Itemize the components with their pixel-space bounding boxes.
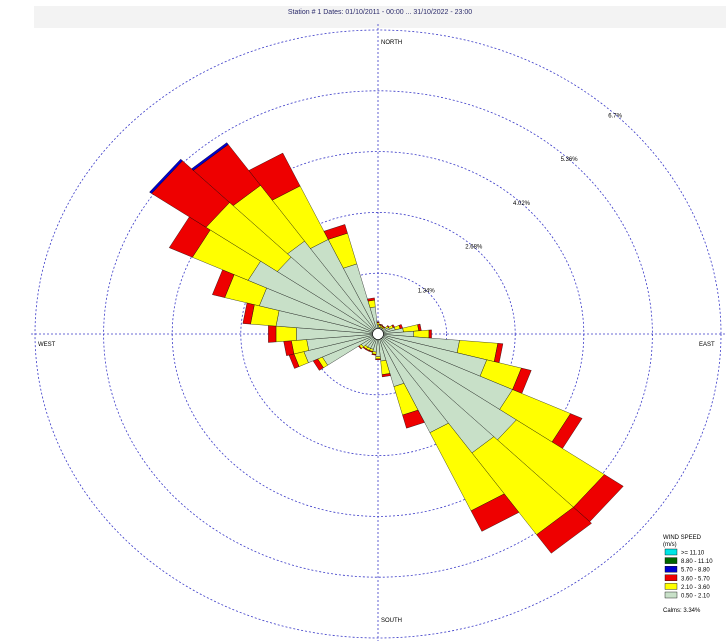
legend-title: WIND SPEED [663, 535, 702, 541]
petal-310-class-4 [149, 158, 183, 194]
ring-label-5: 6.7% [608, 113, 622, 119]
title-bar [34, 6, 726, 28]
legend-label-2: 8.80 - 11.10 [681, 559, 713, 565]
north-label: NORTH [381, 40, 402, 46]
ring-labels: 1.34% 2.68% 4.02% 5.36% 6.7% [418, 113, 623, 294]
legend-calms: Calms: 3.34% [663, 608, 701, 614]
legend-swatch-3 [664, 566, 678, 573]
legend-swatch-2 [664, 557, 678, 564]
legend-label-6: 0.50 - 2.10 [681, 594, 710, 600]
petal-0-class-3 [376, 321, 380, 323]
petal-180-class-2 [375, 356, 381, 360]
ring-label-3: 4.02% [513, 201, 531, 207]
petal-150-class-3 [470, 493, 520, 532]
legend-unit: (m/s) [663, 542, 677, 548]
petal-90-class-3 [428, 329, 432, 339]
south-label: SOUTH [381, 618, 402, 624]
petals [149, 142, 624, 554]
legend-swatch-6 [664, 591, 678, 599]
petal-170-class-3 [381, 373, 391, 378]
east-label: EAST [699, 342, 715, 348]
petal-20-class-3 [380, 324, 384, 326]
legend-swatch-5 [664, 583, 678, 590]
legend-label-5: 2.10 - 3.60 [681, 585, 710, 591]
petal-160-class-3 [402, 409, 425, 429]
petal-190-class-3 [371, 353, 377, 356]
petal-350-class-3 [367, 297, 375, 302]
petal-330-class-3 [248, 152, 301, 201]
west-label: WEST [38, 342, 56, 348]
grid [31, 24, 725, 641]
petal-90-class-2 [413, 329, 430, 339]
petal-270-class-3 [268, 325, 277, 343]
ring-label-1: 1.34% [418, 288, 436, 294]
petal-320-class-4 [191, 142, 229, 171]
calm-circle [372, 328, 384, 340]
legend-items: >= 11.10 8.80 - 11.10 5.70 - 8.80 3.60 - 5.… [664, 548, 713, 600]
legend-label-4: 3.60 - 5.70 [681, 576, 710, 582]
chart-title: Station # 1 Dates: 01/10/2011 - 00:00 ..… [287, 9, 473, 16]
ring-label-4: 5.36% [561, 157, 579, 163]
legend-label-1: >= 11.10 [681, 551, 705, 557]
ring-label-2: 2.68% [465, 245, 483, 251]
petal-140-class-3 [536, 507, 592, 554]
petal-270-class-2 [275, 325, 297, 343]
legend-label-3: 5.70 - 8.80 [681, 568, 710, 574]
legend-swatch-1 [664, 548, 678, 556]
petal-340-class-3 [323, 224, 348, 240]
legend-swatch-4 [664, 574, 678, 581]
petal-180-class-3 [375, 358, 381, 360]
legend: WIND SPEED (m/s) >= 11.10 8.80 - 11.10 5.7… [663, 535, 713, 614]
